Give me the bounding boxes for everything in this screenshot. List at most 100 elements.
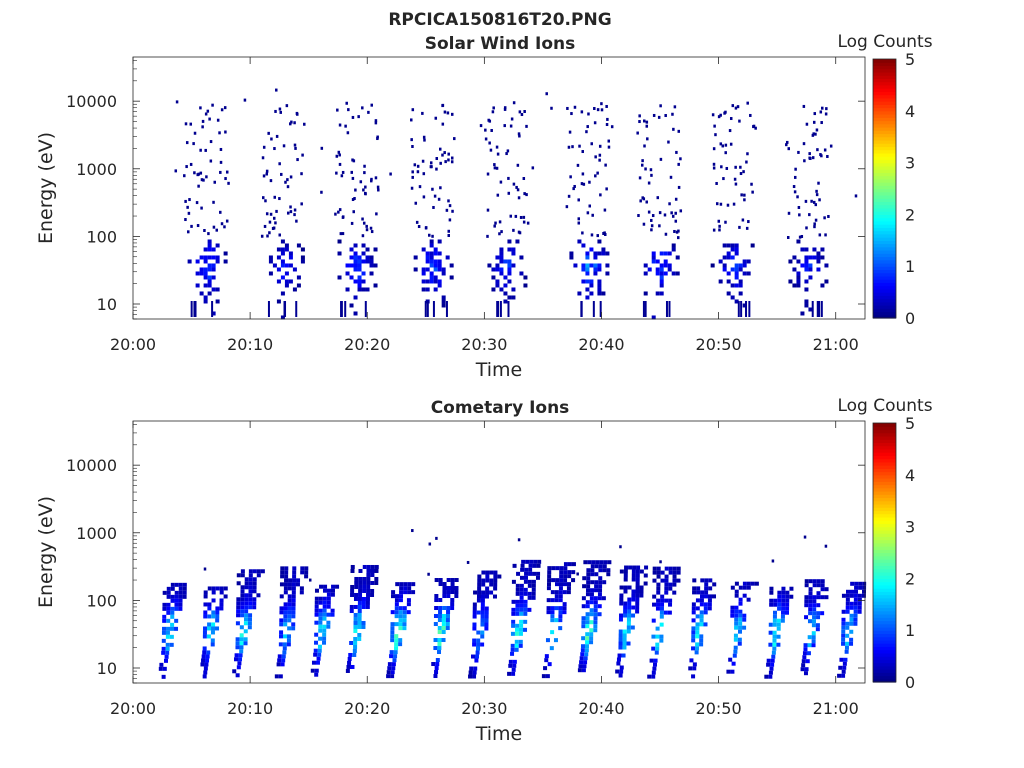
heatmap-cell <box>726 243 731 248</box>
heatmap-cell <box>353 311 358 316</box>
heatmap-cell <box>284 570 289 575</box>
heatmap-cell <box>660 570 665 575</box>
heatmap-cell <box>511 579 516 584</box>
heatmap-cell <box>618 645 623 650</box>
colorbar-segment <box>873 62 896 67</box>
heatmap-cell <box>211 590 216 595</box>
heatmap-cell <box>820 247 825 252</box>
heatmap-cell <box>223 106 227 110</box>
heatmap-cell <box>594 588 599 593</box>
heatmap-cell <box>207 255 212 260</box>
colorbar-segment <box>873 516 896 521</box>
heatmap-cell <box>280 570 285 575</box>
heatmap-cell <box>813 112 817 116</box>
heatmap-cell <box>717 115 721 119</box>
heatmap-cell <box>187 211 191 215</box>
heatmap-cell <box>515 627 520 632</box>
heatmap-cell <box>370 179 373 183</box>
heatmap-cell <box>673 105 677 109</box>
heatmap-cell <box>473 590 478 595</box>
heatmap-cell <box>484 128 487 132</box>
heatmap-cell <box>361 600 366 605</box>
heatmap-cell <box>304 570 309 575</box>
heatmap-cell <box>354 580 359 585</box>
heatmap-cell <box>581 620 586 625</box>
heatmap-cell <box>395 582 400 587</box>
heatmap-cell <box>446 594 451 599</box>
heatmap-cell <box>635 569 640 574</box>
heatmap-cell <box>203 614 208 619</box>
heatmap-cell <box>854 589 859 594</box>
colorbar-segment <box>873 423 896 427</box>
heatmap-cell <box>580 648 585 653</box>
colorbar-segment <box>873 626 896 631</box>
heatmap-cell <box>655 259 660 264</box>
heatmap-cell <box>730 255 735 260</box>
colorbar-segment <box>873 620 896 625</box>
heatmap-cell <box>425 287 430 292</box>
heatmap-cell <box>280 247 285 252</box>
heatmap-cell <box>772 622 777 627</box>
heatmap-cell <box>494 221 497 225</box>
heatmap-cell <box>374 121 378 125</box>
heatmap-cell <box>390 626 395 631</box>
heatmap-cell <box>726 291 731 296</box>
heatmap-cell <box>429 161 433 165</box>
heatmap-cell <box>722 255 727 260</box>
heatmap-cell <box>672 127 675 131</box>
heatmap-cell <box>219 602 224 607</box>
heatmap-cell <box>389 172 392 176</box>
heatmap-cell <box>656 590 661 595</box>
colorbar-segment <box>873 500 896 505</box>
heatmap-cell <box>207 602 212 607</box>
colorbar-segment <box>873 139 896 144</box>
heatmap-cell <box>422 135 426 139</box>
heatmap-cell <box>237 661 242 666</box>
heatmap-cell <box>280 662 285 667</box>
heatmap-cell <box>481 578 486 583</box>
y-tick-label: 10000 <box>66 456 117 475</box>
heatmap-cell <box>203 299 208 304</box>
heatmap-cell <box>276 662 281 667</box>
heatmap-cell <box>712 166 716 170</box>
heatmap-cell <box>434 578 439 583</box>
heatmap-cell <box>353 604 358 609</box>
heatmap-cell <box>314 672 319 677</box>
heatmap-cell <box>203 275 208 280</box>
heatmap-cell <box>426 301 429 317</box>
colorbar-tick-label: 2 <box>905 569 915 588</box>
heatmap-cell <box>718 228 721 232</box>
heatmap-cell <box>485 590 490 595</box>
heatmap-cell <box>619 585 624 590</box>
heatmap-cell <box>211 255 216 260</box>
heatmap-cell <box>375 212 378 216</box>
colorbar-segment <box>873 487 896 492</box>
heatmap-cell <box>606 572 611 577</box>
heatmap-cell <box>677 229 680 233</box>
heatmap-cell <box>695 626 700 631</box>
heatmap-cell <box>691 638 696 643</box>
heatmap-cell <box>635 609 640 614</box>
heatmap-cell <box>475 650 480 655</box>
heatmap-cell <box>730 669 735 674</box>
colorbar-segment <box>873 659 896 664</box>
heatmap-cell <box>654 650 659 655</box>
heatmap-cell <box>240 613 245 618</box>
heatmap-cell <box>366 584 371 589</box>
heatmap-cell <box>520 563 525 568</box>
heatmap-cell <box>354 584 359 589</box>
heatmap-cell <box>631 569 636 574</box>
heatmap-cell <box>350 584 355 589</box>
heatmap-cell <box>619 569 624 574</box>
colorbar-segment <box>873 507 896 512</box>
heatmap-cell <box>527 579 532 584</box>
heatmap-cell <box>619 601 624 606</box>
colorbar-segment <box>873 188 896 193</box>
heatmap-cell <box>559 570 564 575</box>
heatmap-cell <box>585 255 590 260</box>
heatmap-cell <box>562 602 567 607</box>
colorbar-segment <box>873 536 896 541</box>
heatmap-cell <box>240 573 245 578</box>
heatmap-cell <box>195 201 199 205</box>
heatmap-cell <box>279 606 284 611</box>
